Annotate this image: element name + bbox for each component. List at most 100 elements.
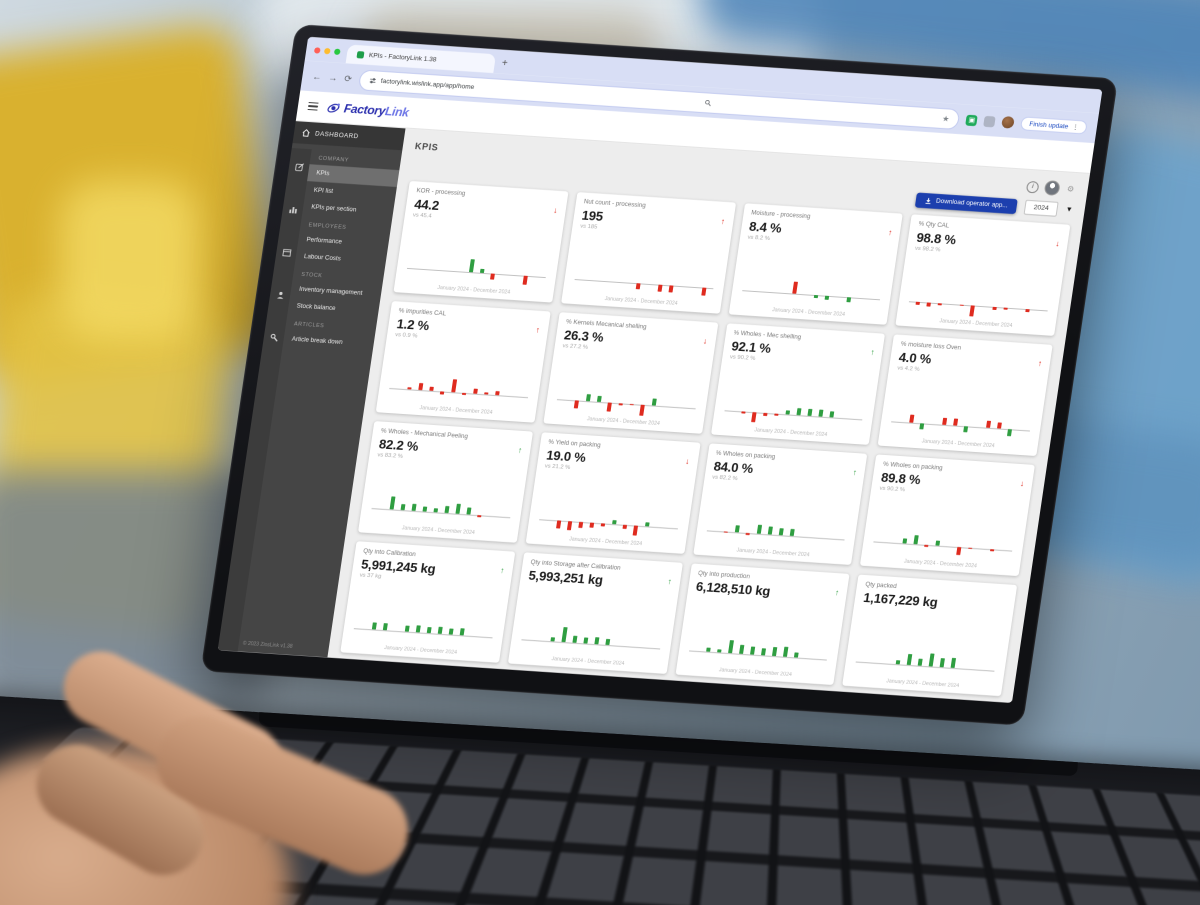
app-body: DASHBOARD COMPANY KPIs KPI list KPIs per se… xyxy=(217,121,1091,703)
chart-bar xyxy=(745,532,751,535)
browser-menu-icon[interactable]: ⋮ xyxy=(1071,123,1080,132)
chart-bar xyxy=(522,275,528,285)
chart-bar xyxy=(632,525,638,536)
maximize-window-icon[interactable] xyxy=(333,48,341,55)
reload-icon[interactable]: ⟳ xyxy=(343,72,353,84)
kpi-card[interactable]: Nut count - processing ↑ 195 vs 185 January … xyxy=(560,192,736,314)
kpi-card[interactable]: % Wholes on packing ↑ 84.0 % vs 82.2 % Janua… xyxy=(692,443,868,565)
trend-up-icon: ↑ xyxy=(1037,358,1043,369)
chart-bar xyxy=(750,646,756,655)
trend-up-icon: ↑ xyxy=(517,445,523,455)
bar-chart-icon[interactable] xyxy=(288,205,298,215)
download-operator-app-button[interactable]: Download operator app... xyxy=(914,192,1018,215)
kpi-card[interactable]: % moisture loss Oven ↑ 4.0 % vs 4.2 % Januar… xyxy=(877,334,1053,457)
app-header: FactoryLink xyxy=(295,90,1095,174)
kpi-card[interactable]: % Wholes on packing ↓ 89.8 % vs 90.2 % Janua… xyxy=(860,454,1035,577)
kpi-cards-grid: KOR - processing ↓ 44.2 vs 45.4 January 2024… xyxy=(340,180,1071,697)
kpi-card[interactable]: Qty packed 1,167,229 kg January 2024 - Dec… xyxy=(842,574,1018,697)
trend-down-icon: ↓ xyxy=(552,205,559,215)
year-selector[interactable]: 2024 xyxy=(1023,199,1059,217)
edit-icon[interactable] xyxy=(294,162,304,172)
chart-bar xyxy=(706,647,712,652)
trend-up-icon: ↑ xyxy=(834,588,840,598)
trend-up-icon: ↑ xyxy=(869,347,876,358)
new-tab-button[interactable]: + xyxy=(500,57,509,70)
browser-profile-avatar[interactable] xyxy=(1001,116,1016,129)
main-content: KPIS i ⚙ Download operator app... 2024 xyxy=(327,128,1090,702)
actions-row: Download operator app... 2024 ▼ xyxy=(411,159,1074,218)
chart-bar xyxy=(739,644,745,655)
url-bar[interactable]: factorylink.wislink.app/app/home ★ xyxy=(357,68,962,130)
bookmark-star-icon[interactable]: ★ xyxy=(941,113,951,123)
browser-toolbar: ← → ⟳ factorylink.wislink.app/app/home ★… xyxy=(300,60,1099,144)
chart-bar xyxy=(751,412,757,423)
extension-icon[interactable]: ▣ xyxy=(965,114,979,126)
chart-bar xyxy=(418,383,424,391)
chart-bar xyxy=(1007,429,1013,436)
chart-bar xyxy=(763,412,768,417)
trend-up-icon: ↑ xyxy=(535,325,541,335)
url-text: factorylink.wislink.app/app/home xyxy=(380,77,475,91)
kpi-card[interactable]: % Wholes - Mec shelling ↑ 92.1 % vs 90.2 % J… xyxy=(710,323,886,445)
extensions-puzzle-icon[interactable] xyxy=(983,115,997,128)
chevron-down-icon[interactable]: ▼ xyxy=(1065,206,1074,214)
kpi-card[interactable]: % Wholes - Mechanical Peeling ↑ 82.2 % vs 8… xyxy=(357,421,533,543)
close-window-icon[interactable] xyxy=(313,47,321,54)
chart-bar xyxy=(906,653,913,666)
kpi-card[interactable]: Qty into Storage after Calibration ↑ 5,993… xyxy=(507,552,683,674)
chart-bar xyxy=(561,627,568,643)
chart-bar xyxy=(774,413,779,416)
kpi-card[interactable]: Qty into Calibration ↑ 5,991,245 kg vs 37 k… xyxy=(340,541,516,663)
chart-bar xyxy=(448,628,454,635)
tune-icon xyxy=(369,77,376,83)
kpi-card[interactable]: % Kernels Mecanical shelling ↓ 26.3 % vs 27… xyxy=(543,312,718,434)
chart-bar xyxy=(455,503,461,514)
chart-bar xyxy=(779,527,785,536)
trend-up-icon: ↑ xyxy=(887,227,893,237)
robot-arm-glow xyxy=(60,180,200,340)
chart-bar xyxy=(818,409,824,417)
laptop-screen: KPIs - FactoryLink 1.38 + ← → ⟳ factoryl… xyxy=(200,24,1119,726)
kpi-card[interactable]: % impurities CAL ↑ 1.2 % vs 0.9 % January 20… xyxy=(375,300,551,423)
wrench-icon[interactable] xyxy=(269,333,279,343)
chart-bar xyxy=(411,503,417,511)
back-icon[interactable]: ← xyxy=(311,70,323,82)
menu-hamburger-icon[interactable] xyxy=(307,101,319,112)
window-controls[interactable] xyxy=(313,47,341,55)
chart-bar xyxy=(935,540,941,546)
chart-bar xyxy=(761,647,767,656)
forward-icon[interactable]: → xyxy=(327,71,339,83)
chart-bar xyxy=(913,535,919,545)
user-avatar[interactable] xyxy=(1043,180,1061,196)
chart-bar xyxy=(1003,307,1008,310)
download-icon xyxy=(925,197,931,205)
kpi-card[interactable]: Moisture - processing ↑ 8.4 % vs 8.2 % Janua… xyxy=(728,203,904,325)
kpi-card[interactable]: Qty into production ↑ 6,128,510 kg January … xyxy=(675,563,850,686)
chart-bar xyxy=(953,418,959,426)
people-icon[interactable] xyxy=(275,290,285,300)
kpi-card[interactable]: % Qty CAL ↓ 98.8 % vs 98.2 % January 2024 - … xyxy=(895,214,1071,336)
trend-up-icon: ↑ xyxy=(852,467,858,478)
chart-bar xyxy=(635,283,641,289)
chart-bar xyxy=(444,505,450,514)
box-icon[interactable] xyxy=(281,248,291,258)
kpi-card[interactable]: KOR - processing ↓ 44.2 vs 45.4 January 2024… xyxy=(393,180,569,303)
chart-bar xyxy=(928,653,935,667)
chart-bar xyxy=(807,409,813,417)
info-icon[interactable]: i xyxy=(1025,180,1040,194)
gear-icon[interactable]: ⚙ xyxy=(1066,183,1075,194)
chart-bar xyxy=(473,388,478,394)
minimize-window-icon[interactable] xyxy=(323,47,331,55)
search-icon[interactable] xyxy=(704,99,712,106)
chart-bar xyxy=(618,403,623,406)
finish-update-button[interactable]: Finish update ⋮ xyxy=(1020,116,1088,135)
chart-bar xyxy=(638,404,645,416)
chart-bar xyxy=(426,627,432,634)
trend-up-icon: ↑ xyxy=(499,565,505,575)
sidebar-item-dashboard[interactable]: DASHBOARD xyxy=(292,121,406,151)
chart-bar xyxy=(550,636,555,642)
chart-bar xyxy=(600,523,605,527)
chart-bar xyxy=(992,306,997,310)
kpi-card[interactable]: % Yield on packing ↓ 19.0 % vs 21.2 % Januar… xyxy=(525,432,701,554)
chart-bar xyxy=(717,649,722,653)
